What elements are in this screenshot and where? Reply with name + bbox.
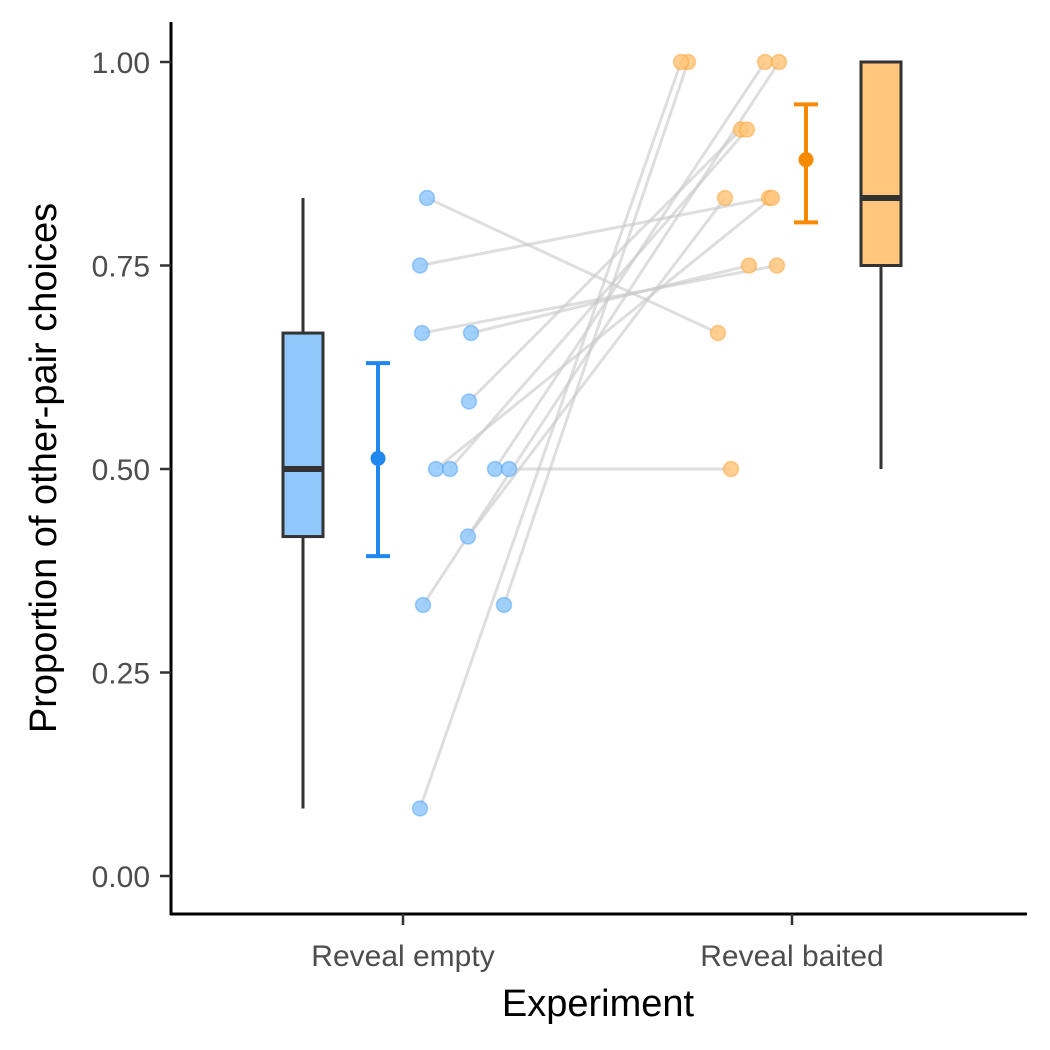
pair-lines bbox=[418, 61, 781, 809]
point-reveal-baited bbox=[738, 121, 756, 138]
point-reveal-baited bbox=[672, 53, 690, 71]
point-reveal-empty bbox=[411, 257, 429, 274]
point-reveal-baited bbox=[709, 324, 727, 342]
point-reveal-baited bbox=[756, 53, 774, 71]
mean-point bbox=[370, 450, 386, 466]
data-points bbox=[411, 53, 788, 817]
pair-line bbox=[426, 196, 719, 335]
y-ticks: 0.00 0.25 0.50 0.75 1.00 bbox=[92, 47, 171, 894]
box-iqr bbox=[859, 60, 903, 267]
point-reveal-baited bbox=[740, 257, 758, 274]
pair-line bbox=[470, 264, 750, 335]
point-reveal-baited bbox=[768, 257, 786, 274]
mean-ci-errorbars bbox=[366, 102, 818, 559]
point-reveal-empty bbox=[495, 596, 513, 614]
y-tick-label: 0.00 bbox=[92, 861, 150, 894]
point-reveal-empty bbox=[414, 596, 432, 614]
boxplots bbox=[281, 60, 903, 809]
point-reveal-empty bbox=[500, 460, 518, 478]
point-reveal-empty bbox=[413, 324, 431, 342]
x-axis-title: Experiment bbox=[502, 983, 695, 1025]
pair-line bbox=[493, 61, 767, 470]
point-reveal-empty bbox=[459, 528, 477, 545]
y-tick-label: 1.00 bbox=[92, 47, 150, 80]
x-tick-label: Reveal empty bbox=[311, 940, 494, 973]
y-tick-label: 0.25 bbox=[92, 658, 150, 691]
pair-line bbox=[418, 61, 683, 809]
point-reveal-empty bbox=[462, 324, 480, 342]
point-reveal-baited bbox=[763, 189, 781, 207]
pair-line bbox=[435, 196, 773, 471]
x-tick-label: Reveal baited bbox=[700, 940, 883, 973]
pair-line bbox=[466, 197, 727, 538]
point-reveal-empty bbox=[427, 460, 445, 478]
x-ticks: Reveal empty Reveal baited bbox=[311, 914, 884, 973]
point-reveal-empty bbox=[486, 460, 504, 478]
y-tick-label: 0.75 bbox=[92, 251, 150, 284]
y-tick-label: 0.50 bbox=[92, 454, 150, 487]
box-iqr bbox=[281, 331, 325, 539]
point-reveal-empty bbox=[441, 460, 459, 478]
pair-line bbox=[467, 128, 743, 403]
point-reveal-empty bbox=[460, 393, 478, 410]
pair-line bbox=[419, 196, 770, 267]
point-reveal-baited bbox=[722, 460, 740, 478]
point-reveal-baited bbox=[716, 189, 734, 207]
pair-line bbox=[421, 61, 781, 606]
pair-line bbox=[502, 61, 690, 606]
point-reveal-empty bbox=[411, 800, 429, 817]
mean-point bbox=[798, 152, 814, 168]
point-reveal-empty bbox=[418, 189, 436, 207]
point-reveal-baited bbox=[770, 53, 788, 71]
y-axis-title: Proportion of other-pair choices bbox=[23, 203, 65, 733]
